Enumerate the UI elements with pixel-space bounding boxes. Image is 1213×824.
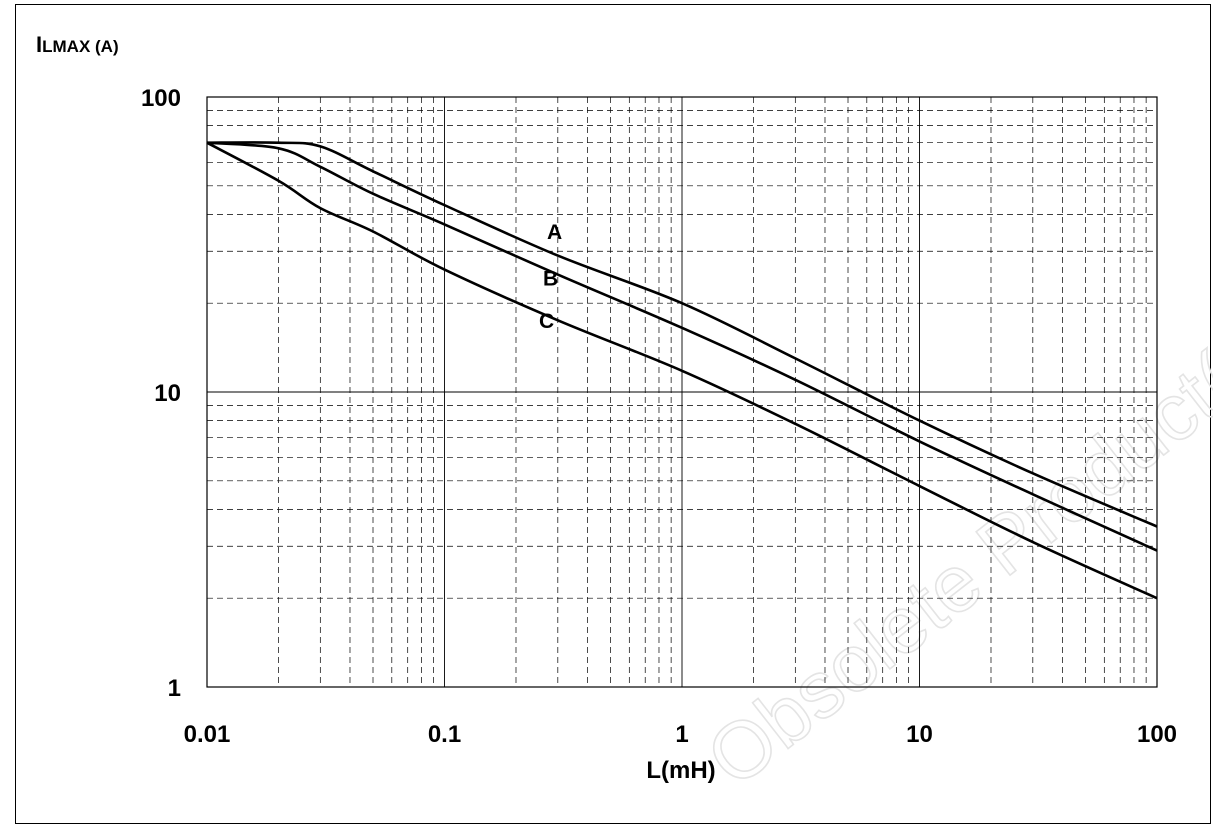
x-tick-label: 0.01 — [184, 721, 231, 748]
series-line-a — [206, 141, 1158, 528]
x-tick-label: 1 — [675, 721, 688, 748]
x-tick-label: 0.1 — [428, 721, 461, 748]
y-tick-label: 10 — [154, 380, 181, 407]
y-tick-label: 1 — [168, 675, 181, 702]
series-line-b — [206, 141, 1158, 552]
watermark-text: Obsolete Product(s) — [691, 295, 1213, 798]
tick-labels: 0.01 0.1 1 10 100 1 10 100 — [141, 85, 1177, 748]
curve-label-a: A — [547, 221, 562, 244]
series-line-c — [206, 141, 1158, 600]
curve-label-c: C — [539, 310, 554, 333]
y-axis-label-rest: LMAX (A) — [42, 37, 118, 56]
y-axis-label-main: I — [36, 32, 42, 57]
plot-area — [206, 96, 1158, 688]
y-tick-label: 100 — [141, 85, 181, 112]
chart: Obsolete Product(s) 0.01 0.1 1 10 100110100 … — [36, 32, 1213, 798]
watermark: Obsolete Product(s) — [690, 294, 1213, 798]
y-axis-label: ILMAX (A) — [36, 32, 119, 57]
x-tick-label: 10 — [906, 721, 933, 748]
series-group — [206, 141, 1158, 600]
x-tick-label: 100 — [1137, 721, 1177, 748]
grid — [207, 97, 1157, 687]
curve-labels: ABC — [539, 221, 562, 333]
curve-label-b: B — [543, 267, 558, 290]
x-axis-label: L(mH) — [646, 757, 715, 784]
